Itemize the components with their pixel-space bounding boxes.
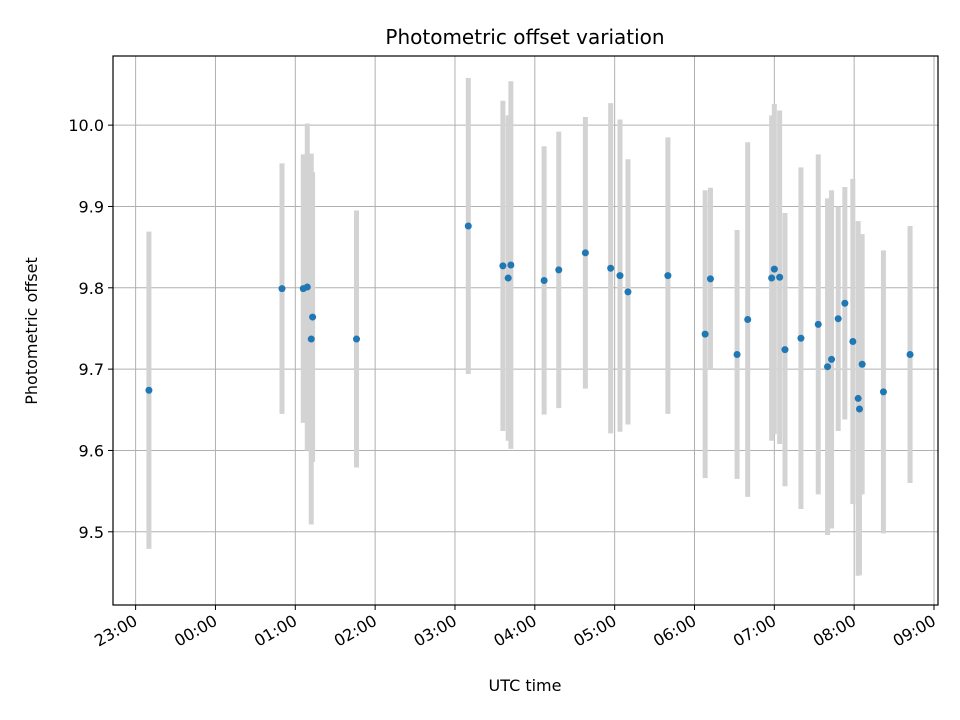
y-tick-label: 10.0: [68, 116, 104, 135]
y-tick-label: 9.9: [79, 197, 104, 216]
y-tick-label: 9.8: [79, 279, 104, 298]
data-point: [858, 360, 866, 368]
data-point: [828, 355, 836, 363]
data-point: [879, 388, 887, 396]
data-point: [504, 274, 512, 282]
data-point: [607, 264, 615, 272]
data-point: [768, 274, 776, 282]
data-point: [507, 261, 515, 269]
data-point: [701, 330, 709, 338]
data-point: [309, 313, 317, 321]
data-point: [616, 272, 624, 280]
data-point: [353, 335, 361, 343]
data-point: [776, 273, 784, 281]
y-tick-label: 9.5: [79, 523, 104, 542]
data-point: [706, 275, 714, 283]
chart-title: Photometric offset variation: [385, 25, 664, 49]
y-tick-label: 9.7: [79, 360, 104, 379]
y-tick-label: 9.6: [79, 441, 104, 460]
data-point: [464, 222, 472, 230]
data-point: [664, 272, 672, 280]
data-point: [624, 288, 632, 296]
data-point: [814, 320, 822, 328]
data-point: [307, 335, 315, 343]
data-point: [145, 386, 153, 394]
data-point: [303, 283, 311, 291]
data-point: [906, 350, 914, 358]
data-point: [849, 337, 857, 345]
data-point: [499, 262, 507, 270]
y-axis-title: Photometric offset: [22, 257, 41, 405]
data-point: [581, 249, 589, 257]
data-point: [854, 394, 862, 402]
data-point: [841, 299, 849, 307]
data-point: [834, 315, 842, 323]
data-point: [278, 285, 286, 293]
data-points: [145, 222, 914, 413]
data-point: [733, 350, 741, 358]
data-point: [744, 316, 752, 324]
data-point: [781, 346, 789, 354]
plot-frame: [112, 55, 939, 606]
data-point: [555, 266, 563, 274]
x-axis-title: UTC time: [489, 676, 562, 695]
y-axis-ticks: 9.5 9.6 9.7 9.8 9.9 10.0: [68, 116, 113, 542]
data-point: [824, 363, 832, 371]
data-point: [770, 265, 778, 273]
data-point: [540, 276, 548, 284]
data-point: [855, 405, 863, 413]
data-point: [797, 334, 805, 342]
